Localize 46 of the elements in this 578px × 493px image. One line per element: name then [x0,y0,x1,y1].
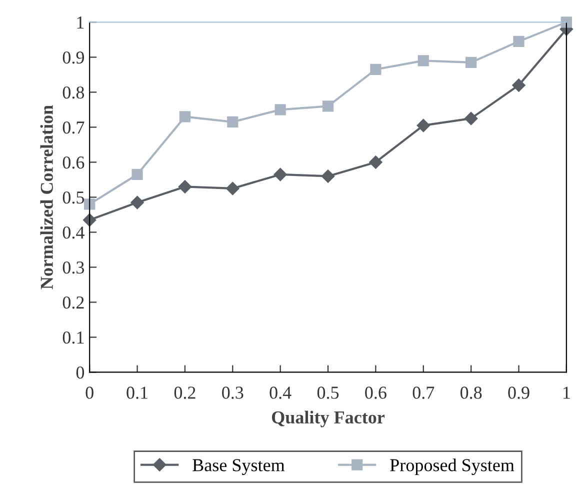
point [227,116,238,128]
y-tick-label: 0.1 [62,331,84,344]
point [560,16,572,28]
y-tick-label: 0.7 [62,121,84,134]
point [130,196,144,210]
point [512,78,526,92]
legend-label: Proposed System [390,458,514,476]
point [179,111,191,122]
y-axis-title: Normalized Correlation [40,105,53,290]
point [226,182,240,196]
x-tick-label: 0.4 [270,386,292,399]
point [464,112,478,126]
y-tick-label: 0.9 [62,51,84,64]
y-tick-label: 0.5 [62,191,84,204]
y-tick-label: 0.2 [62,296,84,309]
point [513,36,524,47]
y-tick-label: 0 [76,366,84,379]
x-tick-label: 0.9 [508,386,530,399]
y-tick-label: 0.4 [62,226,84,239]
point [369,156,382,169]
y-tick-label: 0.6 [62,156,84,169]
x-tick-label: 0.5 [317,386,339,399]
x-tick-label: 0 [86,386,94,399]
point [416,118,430,132]
point [178,180,192,194]
point [84,198,96,210]
x-tick-label: 0.2 [174,386,196,399]
x-tick-label: 0.6 [365,386,386,399]
point [370,64,382,75]
point [274,104,286,116]
point [418,55,429,66]
x-tick-label: 0.3 [222,386,244,399]
point [322,100,334,112]
x-tick-label: 0.7 [412,386,434,399]
y-tick-label: 1 [77,16,84,28]
x-tick-label: 1 [564,386,570,399]
point [132,168,143,180]
point [466,56,477,68]
y-tick-label: 0.3 [62,261,84,274]
x-axis-title: Quality Factor [272,410,385,428]
x-tick-label: 0.1 [126,386,148,399]
x-tick-label: 0.8 [460,386,482,399]
point [321,170,335,183]
point [274,168,287,182]
legend-label: Base System [192,459,285,476]
y-tick-label: 0.8 [62,86,84,99]
